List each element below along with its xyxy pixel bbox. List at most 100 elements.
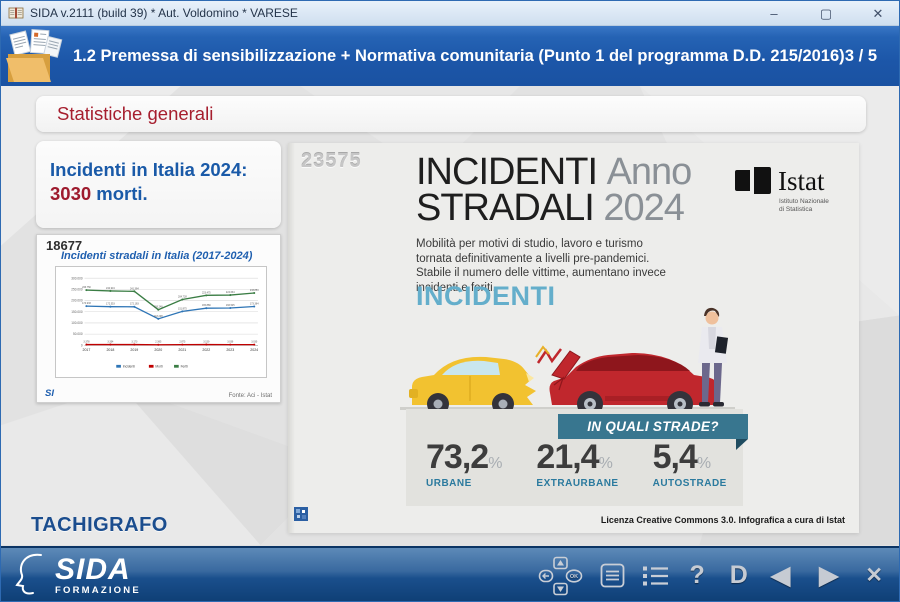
numbered-list-icon[interactable] — [642, 565, 669, 587]
svg-text:2020: 2020 — [154, 348, 162, 352]
app-icon — [8, 7, 24, 19]
svg-text:3.030: 3.030 — [251, 341, 258, 344]
chart-source: Fonte: Aci - Istat — [228, 393, 272, 399]
svg-text:100.000: 100.000 — [71, 321, 83, 325]
svg-text:233.853: 233.853 — [250, 289, 259, 292]
svg-text:166.525: 166.525 — [226, 304, 235, 307]
window-title: SIDA v.2111 (build 39) * Aut. Voldomino … — [30, 6, 298, 20]
exit-button[interactable]: ✕ — [865, 564, 883, 587]
svg-text:3.378: 3.378 — [83, 341, 90, 344]
svg-text:OK: OK — [569, 574, 577, 580]
line-chart: 0 50.000 100.000 150.000 200.000 250.000 300.0… — [55, 266, 267, 378]
chart-title: Incidenti stradali in Italia (2017-2024) — [61, 250, 253, 262]
slide-area: Statistiche generali Incidenti in Italia… — [1, 86, 899, 546]
svg-text:173.364: 173.364 — [250, 302, 259, 305]
title-anno: Anno — [606, 151, 693, 193]
help-button[interactable]: ? — [689, 561, 705, 589]
remote-control-icon[interactable]: OK — [538, 556, 584, 596]
svg-text:250.000: 250.000 — [71, 287, 83, 291]
svg-text:3.039: 3.039 — [227, 341, 234, 344]
svg-text:3.159: 3.159 — [203, 341, 210, 344]
svg-text:2021: 2021 — [178, 348, 186, 352]
istat-logo-mark — [735, 167, 771, 194]
deaths-count: 3030 — [50, 183, 92, 205]
istat-subtitle: Istituto Nazionale di Statistica — [779, 198, 829, 214]
previous-slide-button[interactable]: ◀ — [769, 560, 791, 590]
chart-thumbnail-panel: 18677 Incidenti stradali in Italia (2017… — [36, 234, 281, 403]
svg-text:172.183: 172.183 — [130, 303, 139, 306]
face-profile-icon — [15, 553, 42, 595]
sida-wordmark: SIDA — [55, 552, 131, 586]
car-crash-illustration — [400, 307, 735, 417]
svg-text:172.553: 172.553 — [106, 303, 115, 306]
stat-urbane: 73,2% URBANE — [426, 438, 503, 489]
svg-text:Morti: Morti — [155, 365, 163, 369]
chart-watermark-number: 18677 — [46, 238, 83, 253]
section-title: Statistiche generali — [57, 103, 214, 124]
svg-text:159.249: 159.249 — [154, 306, 163, 309]
svg-text:2019: 2019 — [130, 348, 138, 352]
svg-text:2024: 2024 — [250, 348, 258, 352]
tachigrafo-label: TACHIGRAFO — [31, 514, 168, 536]
folder-documents-icon — [6, 28, 63, 82]
svg-text:246.750: 246.750 — [82, 286, 91, 289]
svg-text:2022: 2022 — [202, 348, 210, 352]
svg-text:2023: 2023 — [226, 348, 234, 352]
page-indicator: 3 / 5 — [844, 46, 877, 65]
istat-logo: Istat Istituto Nazionale di Statistica — [733, 166, 833, 214]
menu-icon[interactable] — [600, 563, 625, 588]
svg-text:224.634: 224.634 — [226, 291, 235, 294]
license-text: Licenza Creative Commons 3.0. Infografic… — [600, 515, 845, 525]
banner-fold — [736, 439, 748, 450]
svg-text:3.334: 3.334 — [107, 341, 114, 344]
mini-istat-icon — [294, 507, 308, 521]
title-2024: 2024 — [603, 187, 685, 230]
infographic-watermark-number: 23575 — [301, 150, 362, 172]
svg-text:2017: 2017 — [82, 348, 90, 352]
next-slide-button[interactable]: ▶ — [818, 560, 840, 590]
svg-text:174.933: 174.933 — [82, 302, 91, 305]
formazione-label: FORMAZIONE — [55, 584, 141, 596]
svg-text:223.475: 223.475 — [202, 291, 211, 294]
roads-stats: 73,2% URBANE 21,4% EXTRAURBANE 5,4% AUTO… — [426, 438, 761, 489]
infographic-title: INCIDENTI Anno STRADALI 2024 — [416, 151, 693, 230]
svg-text:165.889: 165.889 — [202, 304, 211, 307]
title-stradali: STRADALI — [416, 187, 595, 230]
close-icon[interactable]: ✕ — [872, 6, 884, 21]
stat-extraurbane: 21,4% EXTRAURBANE — [536, 438, 619, 489]
incidenti-heading: INCIDENTI — [416, 281, 556, 311]
svg-text:242.919: 242.919 — [106, 287, 115, 290]
svg-text:200.000: 200.000 — [71, 299, 83, 303]
svg-text:151.875: 151.875 — [178, 307, 187, 310]
svg-text:3.173: 3.173 — [131, 341, 138, 344]
svg-text:150.000: 150.000 — [71, 310, 83, 314]
minimize-icon[interactable]: – — [770, 6, 778, 21]
lesson-title: 1.2 Premessa di sensibilizzazione + Norm… — [73, 46, 845, 65]
navigation-controls: OK ? D ◀ ▶ ✕ — [538, 548, 899, 601]
dictionary-button[interactable]: D — [729, 561, 748, 589]
lesson-header: 1.2 Premessa di sensibilizzazione + Norm… — [1, 26, 899, 86]
highlight-suffix: morti. — [91, 183, 148, 205]
istat-infographic: 23575 INCIDENTI Anno STRADALI 2024 Istat… — [288, 143, 859, 533]
highlight-prefix: Incidenti in Italia 2024: — [50, 159, 248, 180]
stat-autostrade: 5,4% AUTOSTRADE — [652, 438, 727, 489]
roads-banner: IN QUALI STRADE? — [558, 414, 748, 439]
istat-wordmark: Istat — [778, 166, 825, 196]
svg-text:2.875: 2.875 — [179, 341, 186, 344]
svg-text:2018: 2018 — [106, 348, 114, 352]
infographic-description: Mobilità per motivi di studio, lavoro e … — [416, 238, 666, 295]
highlight-panel: Incidenti in Italia 2024: 3030 morti. — [36, 141, 281, 228]
section-title-bar: Statistiche generali — [36, 96, 866, 132]
svg-text:204.728: 204.728 — [178, 295, 187, 298]
svg-text:Feriti: Feriti — [181, 365, 189, 369]
svg-text:118.298: 118.298 — [154, 315, 163, 318]
svg-text:0: 0 — [81, 343, 83, 347]
svg-text:Incidenti: Incidenti — [123, 365, 135, 369]
svg-text:300.000: 300.000 — [71, 276, 83, 280]
svg-text:241.384: 241.384 — [130, 287, 139, 290]
maximize-icon[interactable]: ▢ — [819, 6, 833, 21]
svg-text:50.000: 50.000 — [73, 332, 83, 336]
sida-formazione-logo: SIDA FORMAZIONE — [11, 552, 141, 598]
bottom-toolbar: SIDA FORMAZIONE OK — [1, 546, 899, 601]
